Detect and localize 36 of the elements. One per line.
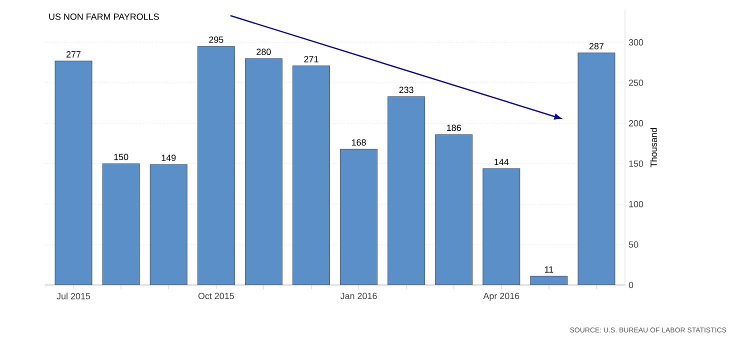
data-label: 11 bbox=[544, 266, 554, 273]
data-label: 280 bbox=[256, 48, 271, 56]
data-label: 277 bbox=[66, 51, 81, 58]
x-tick-label: Jan 2016 bbox=[340, 292, 377, 300]
y-tick-label: 50 bbox=[628, 241, 638, 248]
x-tick-label: Apr 2016 bbox=[483, 292, 520, 301]
bar bbox=[244, 58, 282, 285]
bar bbox=[292, 66, 330, 285]
x-tick-label: Oct 2015 bbox=[198, 292, 234, 300]
y-tick-label: 0 bbox=[628, 282, 634, 288]
data-label: 144 bbox=[494, 158, 509, 166]
bar bbox=[150, 164, 188, 285]
y-tick-label: 200 bbox=[628, 120, 644, 126]
data-label: 233 bbox=[399, 86, 414, 94]
y-tick-label: 100 bbox=[629, 200, 644, 208]
bar bbox=[482, 168, 520, 285]
chart-title: US NON FARM PAYROLLS bbox=[49, 14, 159, 20]
data-label: 295 bbox=[209, 36, 224, 43]
bar bbox=[102, 163, 140, 285]
y-tick-label: 150 bbox=[629, 160, 644, 167]
y-axis-title: Thousand bbox=[650, 128, 657, 168]
data-label: 271 bbox=[304, 56, 318, 62]
data-label: 287 bbox=[589, 42, 604, 50]
bar bbox=[388, 96, 426, 285]
y-tick-label: 250 bbox=[628, 80, 644, 86]
x-tick-label: Jul 2015 bbox=[56, 292, 90, 300]
bar bbox=[340, 148, 378, 285]
bar bbox=[54, 60, 92, 285]
y-tick-label: 300 bbox=[628, 39, 644, 46]
bar bbox=[197, 46, 235, 285]
data-label: 186 bbox=[447, 124, 461, 132]
bar bbox=[578, 52, 616, 285]
data-label: 149 bbox=[162, 154, 176, 161]
bar bbox=[435, 134, 473, 285]
data-label: 168 bbox=[352, 139, 366, 146]
data-label: 150 bbox=[114, 154, 128, 160]
